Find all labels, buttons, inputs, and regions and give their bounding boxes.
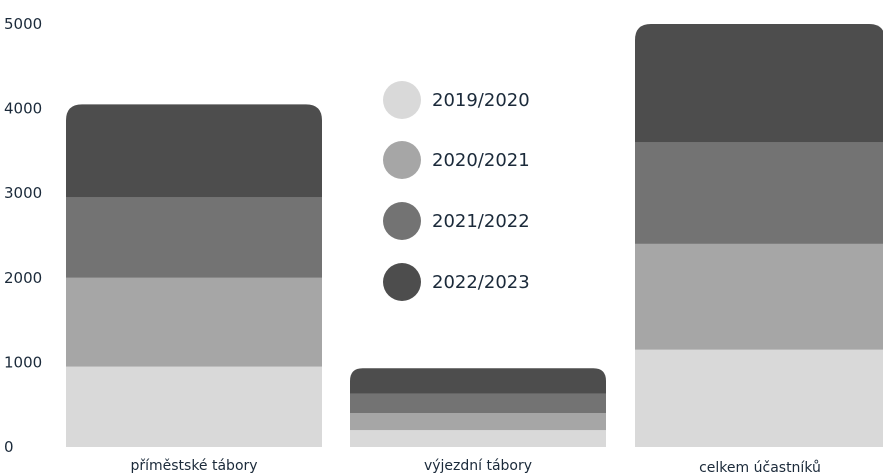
bar-segment-2-2 — [350, 413, 606, 431]
bars-group — [66, 24, 883, 447]
y-axis: 0 1000 2000 3000 4000 5000 — [4, 15, 42, 456]
bar-segment-1-3 — [66, 197, 322, 278]
bar-segment-3-2 — [635, 244, 883, 350]
legend: 2019/2020 2020/2021 2021/2022 2022/2023 — [383, 81, 530, 301]
bar-segment-2-4 — [350, 368, 606, 394]
legend-label-2: 2020/2021 — [432, 150, 530, 171]
bar-segment-2-1 — [350, 430, 606, 447]
bar-segment-3-4 — [635, 24, 883, 143]
x-tick-label-1: příměstské tábory — [130, 458, 257, 474]
legend-swatch-2 — [383, 141, 421, 179]
y-tick-label-0: 0 — [4, 438, 14, 456]
bar-segment-1-4 — [66, 104, 322, 198]
y-tick-label-4000: 4000 — [4, 100, 42, 118]
legend-label-3: 2021/2022 — [432, 211, 530, 232]
y-tick-label-3000: 3000 — [4, 184, 42, 202]
x-axis: příměstské tábory výjezdní tábory celkem ú… — [130, 458, 820, 474]
legend-label-4: 2022/2023 — [432, 272, 530, 293]
bar-segment-3-3 — [635, 142, 883, 244]
bar-segment-1-2 — [66, 277, 322, 367]
x-tick-label-2: výjezdní tábory — [424, 458, 532, 474]
x-tick-label-3: celkem účastníků — [699, 460, 821, 474]
legend-label-1: 2019/2020 — [432, 90, 530, 111]
legend-swatch-3 — [383, 202, 421, 240]
y-tick-label-2000: 2000 — [4, 269, 42, 287]
y-tick-label-1000: 1000 — [4, 353, 42, 371]
bar-segment-2-3 — [350, 393, 606, 414]
legend-swatch-4 — [383, 263, 421, 301]
bar-segment-3-1 — [635, 349, 883, 447]
bar-segment-1-1 — [66, 366, 322, 447]
legend-swatch-1 — [383, 81, 421, 119]
y-tick-label-5000: 5000 — [4, 15, 42, 33]
